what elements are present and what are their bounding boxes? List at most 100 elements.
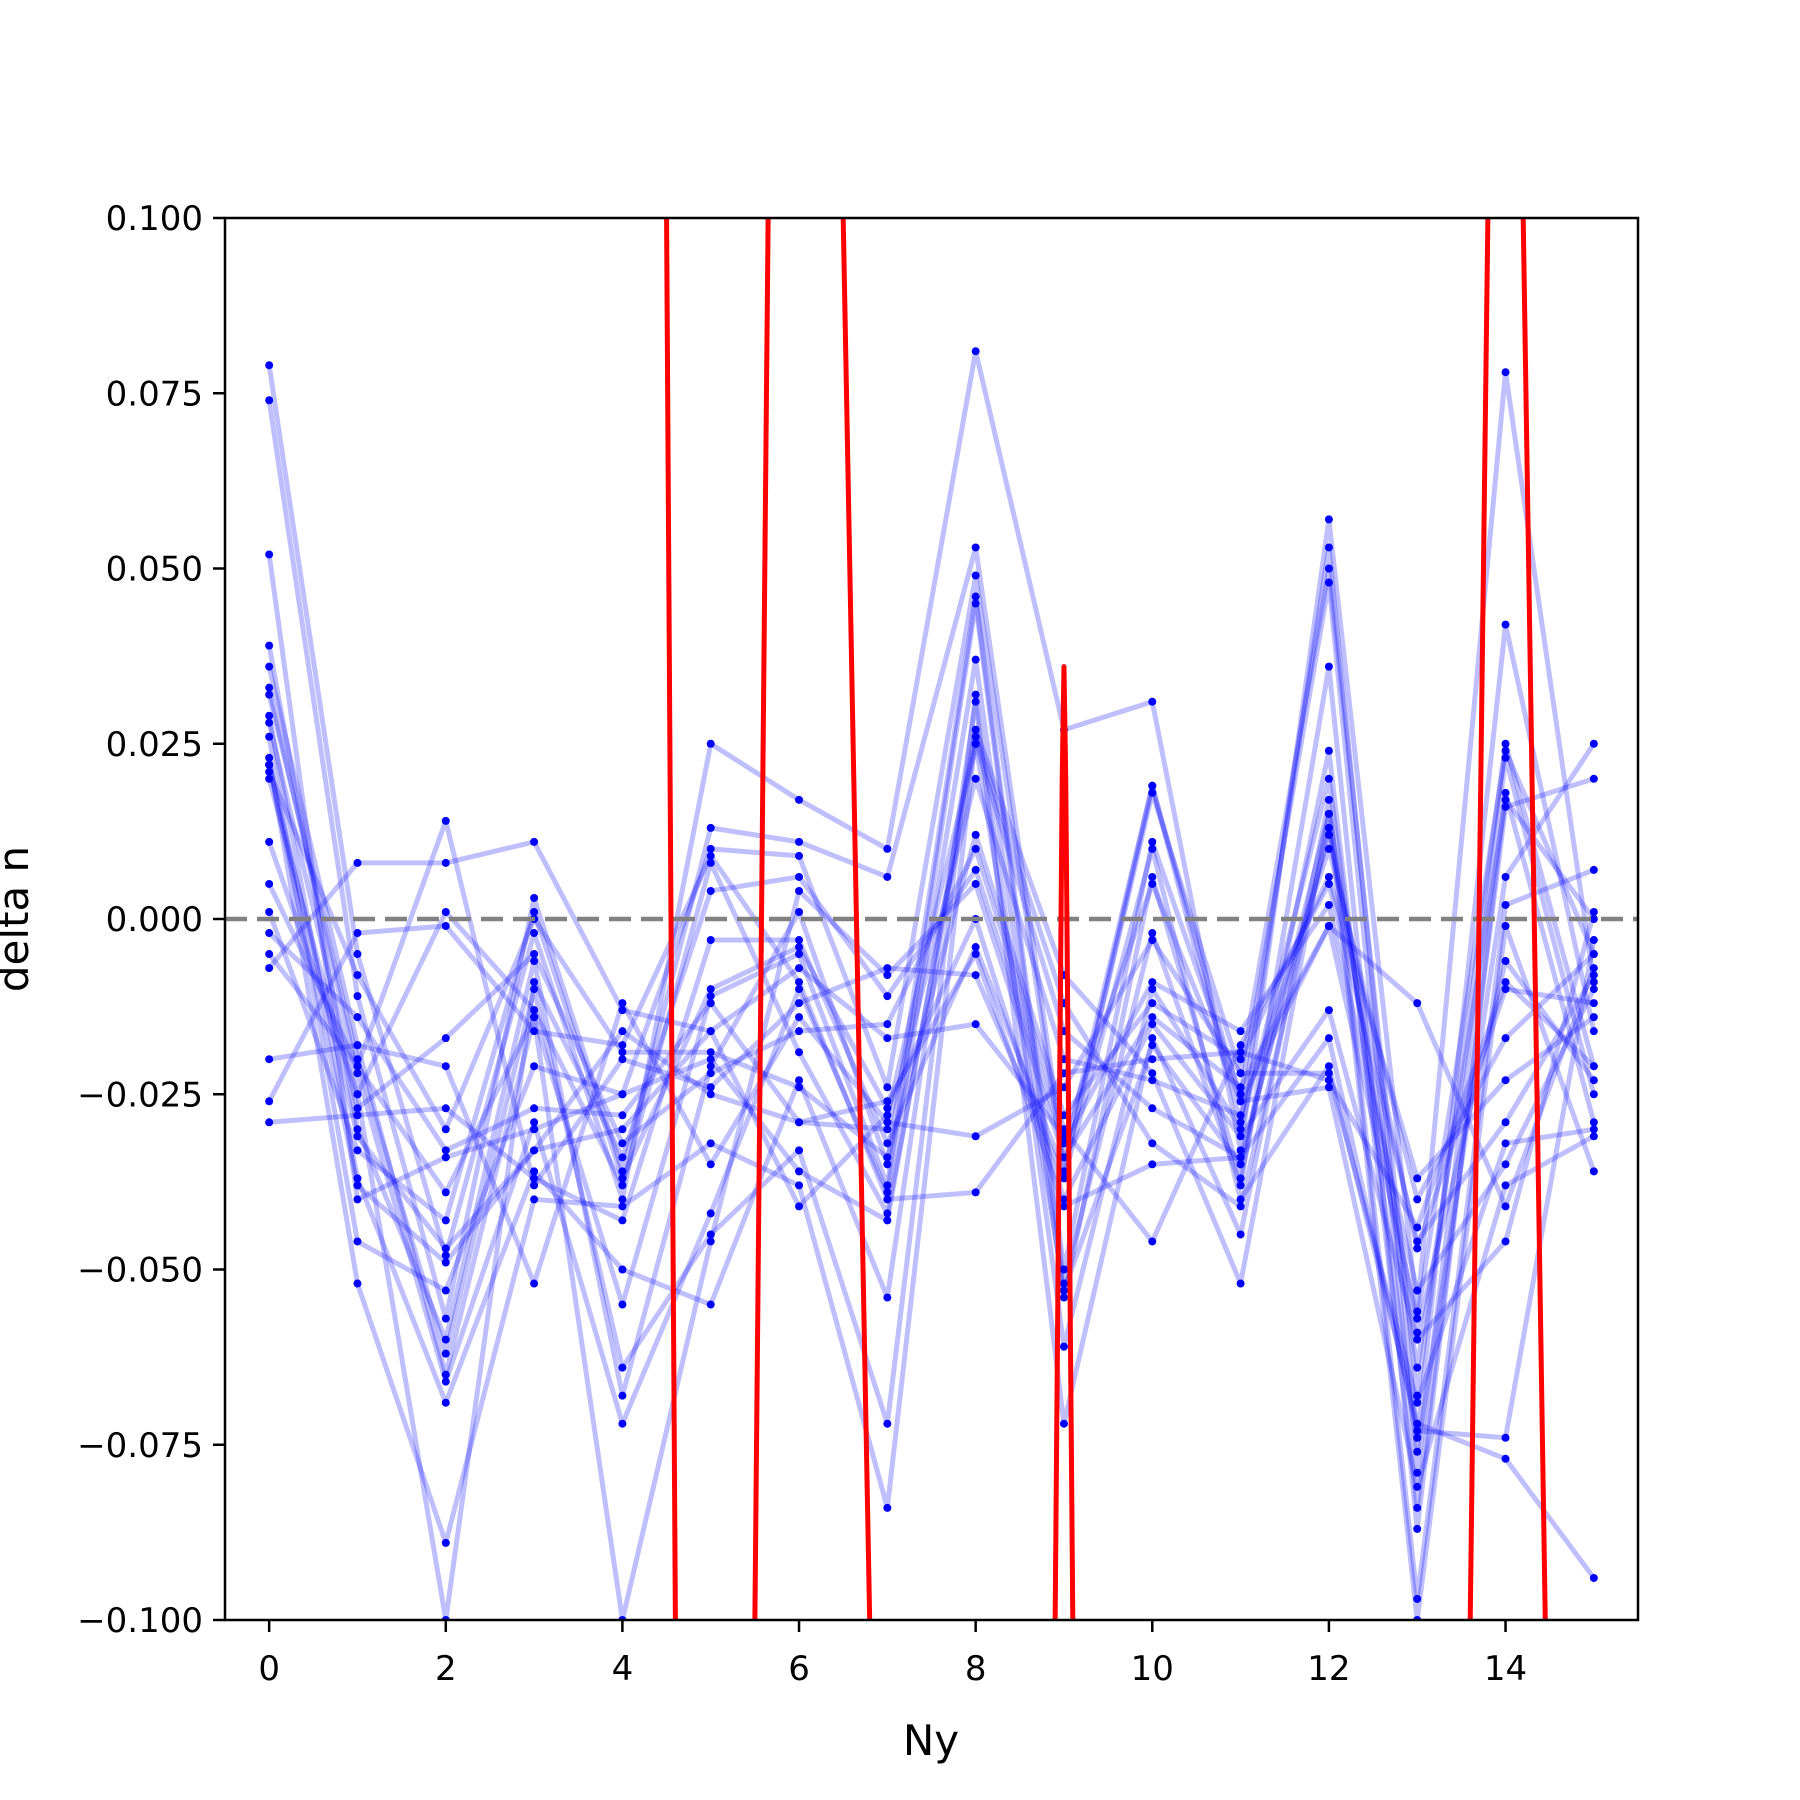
data-point [265, 550, 274, 559]
data-point [1501, 900, 1510, 909]
data-point [1236, 1160, 1245, 1169]
data-point [441, 1125, 450, 1134]
data-point [1324, 795, 1333, 804]
data-point [1589, 1076, 1598, 1085]
y-axis-label: delta n [0, 846, 38, 992]
data-point [530, 837, 539, 846]
data-point [971, 971, 980, 980]
data-point [353, 1069, 362, 1078]
data-point [795, 999, 804, 1008]
data-point [706, 992, 715, 1001]
x-tick-label: 4 [612, 1649, 634, 1689]
data-point [265, 950, 274, 959]
data-point [971, 1132, 980, 1141]
data-point [265, 753, 274, 762]
data-point [706, 1090, 715, 1099]
data-point [618, 1027, 627, 1036]
data-point [795, 795, 804, 804]
data-point [883, 872, 892, 881]
data-point [353, 1055, 362, 1064]
data-point [441, 1251, 450, 1260]
data-point [883, 1020, 892, 1029]
data-point [265, 767, 274, 776]
series-line-1 [266, 399, 1597, 1441]
data-point [795, 985, 804, 994]
data-point [530, 1118, 539, 1127]
data-point [530, 1006, 539, 1015]
data-point [1501, 620, 1510, 629]
highlight-line-3 [1052, 664, 1076, 1620]
data-point [883, 1188, 892, 1197]
data-point [795, 907, 804, 916]
data-point [530, 1146, 539, 1155]
data-point [1413, 1503, 1422, 1512]
data-point [1236, 1048, 1245, 1057]
x-tick-label: 0 [258, 1649, 280, 1689]
data-point [1589, 774, 1598, 783]
series-line-5 [266, 657, 1595, 1511]
data-point [618, 1363, 627, 1372]
data-point [971, 950, 980, 959]
series-line-20 [268, 937, 1595, 1406]
data-point [1589, 739, 1598, 748]
data-point [618, 1300, 627, 1309]
data-point [618, 1202, 627, 1211]
data-point [1501, 753, 1510, 762]
highlight-line-4 [1467, 218, 1491, 1620]
data-point [706, 985, 715, 994]
data-point [1501, 985, 1510, 994]
data-point [1413, 1468, 1422, 1477]
data-point [618, 1181, 627, 1190]
series-line-4 [266, 601, 1597, 1532]
data-point [1413, 1594, 1422, 1603]
data-point [971, 592, 980, 601]
data-point [618, 1419, 627, 1428]
data-point [971, 844, 980, 853]
data-point [883, 964, 892, 973]
data-point [441, 1286, 450, 1295]
data-point [706, 844, 715, 853]
data-point [618, 1125, 627, 1134]
data-point [353, 1013, 362, 1022]
series-line-15 [266, 881, 1597, 1620]
data-point [1059, 1153, 1068, 1162]
data-point [441, 1258, 450, 1267]
data-point [618, 1041, 627, 1050]
series-layer [266, 348, 1597, 1620]
data-point [883, 1139, 892, 1148]
data-point [1059, 1342, 1068, 1351]
data-point [883, 992, 892, 1001]
data-point [1501, 978, 1510, 987]
highlight-line-2 [840, 218, 873, 1620]
data-point [1589, 936, 1598, 945]
y-tick-label: −0.100 [77, 1601, 203, 1641]
data-point [441, 1244, 450, 1253]
data-point [706, 858, 715, 867]
data-point [1148, 879, 1157, 888]
data-point [1148, 1055, 1157, 1064]
data-point [1059, 1195, 1068, 1204]
data-point [883, 1419, 892, 1428]
data-point [441, 907, 450, 916]
y-axis: −0.100 −0.075 −0.050 −0.025 0.000 0.025 0.050 0… [77, 199, 225, 1641]
data-point [795, 872, 804, 881]
data-point [1236, 1279, 1245, 1288]
data-point [353, 1174, 362, 1183]
data-point [1148, 1237, 1157, 1246]
data-point [1501, 1202, 1510, 1211]
data-point [706, 1069, 715, 1078]
data-point [883, 1503, 892, 1512]
data-point [1148, 1104, 1157, 1113]
data-point [1236, 1118, 1245, 1127]
data-point [441, 1377, 450, 1386]
data-point [1501, 1118, 1510, 1127]
y-tick-label: 0.000 [106, 900, 203, 940]
data-point [1413, 1223, 1422, 1232]
data-point [353, 1237, 362, 1246]
data-point [353, 1195, 362, 1204]
data-point [1413, 1244, 1422, 1253]
data-point [353, 1181, 362, 1190]
data-point [1413, 1195, 1422, 1204]
data-point [1501, 1454, 1510, 1463]
data-point [1589, 1013, 1598, 1022]
